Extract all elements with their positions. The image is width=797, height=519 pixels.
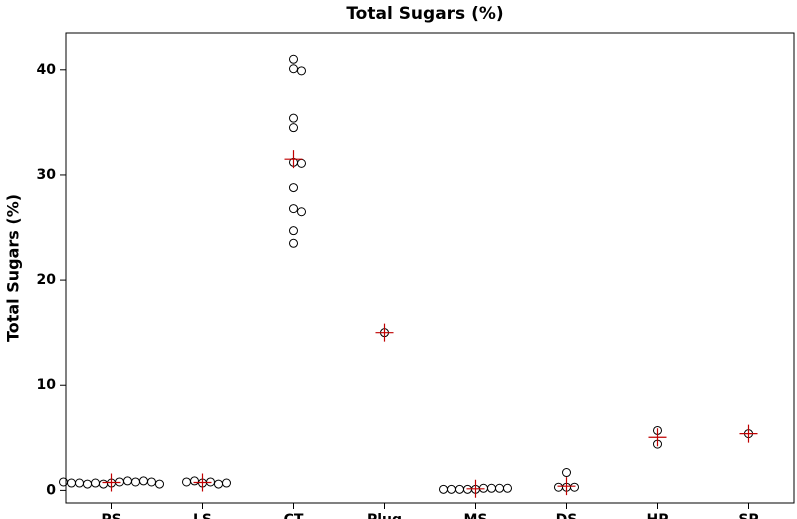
y-axis-label: Total Sugars (%) <box>4 194 23 342</box>
data-point <box>155 479 164 489</box>
data-point <box>570 482 579 492</box>
y-tick-label: 0 <box>46 482 56 498</box>
data-point <box>455 484 464 494</box>
data-point <box>562 468 571 478</box>
data-point <box>139 476 148 486</box>
mean-marker <box>739 424 758 443</box>
data-point <box>503 483 512 493</box>
data-point <box>447 484 456 494</box>
data-point <box>289 113 298 123</box>
chart-title: Total Sugars (%) <box>346 4 503 24</box>
mean-marker <box>102 473 121 492</box>
data-point <box>289 204 298 214</box>
x-tick-label: DS <box>556 512 578 519</box>
data-point <box>75 478 84 488</box>
plot-frame <box>65 32 795 504</box>
data-point <box>297 66 306 76</box>
data-point <box>495 483 504 493</box>
data-point <box>182 477 191 487</box>
mean-marker <box>466 479 485 498</box>
data-point <box>289 54 298 64</box>
y-tick-label: 10 <box>37 377 57 393</box>
data-point <box>289 238 298 248</box>
data-point <box>147 477 156 487</box>
x-tick-label: MS <box>463 512 487 519</box>
data-point <box>289 64 298 74</box>
data-point <box>297 158 306 168</box>
x-tick-label: SP <box>738 512 758 519</box>
data-point <box>554 482 563 492</box>
x-tick-label: Plug <box>367 512 402 519</box>
mean-marker <box>375 323 394 342</box>
data-point <box>67 478 76 488</box>
mean-marker <box>193 473 212 492</box>
data-point <box>289 123 298 133</box>
data-point <box>487 483 496 493</box>
mean-marker <box>284 150 303 169</box>
mean-marker <box>648 428 667 447</box>
data-point <box>91 478 100 488</box>
x-tick-label: CT <box>284 512 304 519</box>
data-point <box>131 477 140 487</box>
y-tick-label: 40 <box>37 62 57 78</box>
data-point <box>289 183 298 193</box>
data-point <box>190 476 199 486</box>
data-point <box>214 479 223 489</box>
data-point <box>83 479 92 489</box>
y-tick-label: 30 <box>37 167 57 183</box>
data-point <box>99 479 108 489</box>
data-point <box>123 476 132 486</box>
x-tick-label: PS <box>101 512 121 519</box>
data-point <box>59 477 68 487</box>
data-point <box>222 478 231 488</box>
data-point <box>297 207 306 217</box>
x-tick-label: HP <box>647 512 669 519</box>
data-point <box>439 484 448 494</box>
x-tick-label: LS <box>193 512 212 519</box>
y-tick-label: 20 <box>37 272 57 288</box>
mean-marker <box>557 477 576 496</box>
data-point <box>289 226 298 236</box>
